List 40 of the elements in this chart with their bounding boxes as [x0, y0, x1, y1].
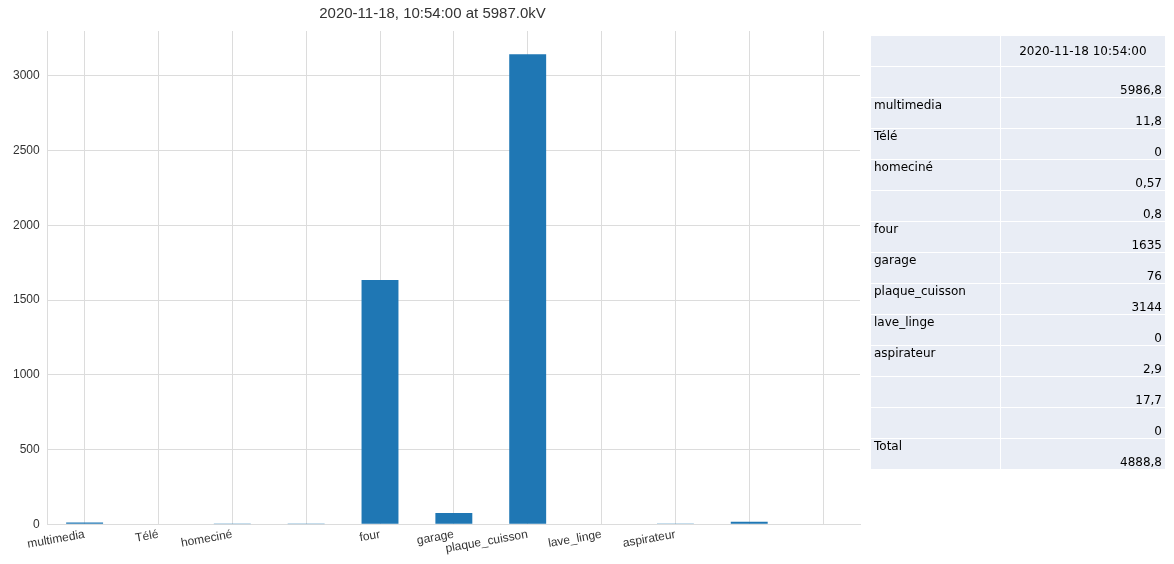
- bar: [730, 521, 768, 524]
- text: 4888,8: [1120, 455, 1162, 469]
- category-label: lave_linge: [870, 314, 1001, 346]
- chart-title: 2020-11-18, 10:54:00 at 5987.0kV: [319, 4, 546, 22]
- category-label: Télé: [870, 128, 1001, 160]
- text: 0,57: [1135, 176, 1162, 190]
- category-label: plaque_cuisson: [870, 283, 1001, 315]
- y-tick-label: 1500: [12, 292, 41, 307]
- y-tick-label: 500: [19, 441, 41, 456]
- category-label: multimedia: [870, 97, 1001, 129]
- text: 76: [1146, 269, 1162, 283]
- category-label: garage: [870, 252, 1001, 284]
- bar: [509, 54, 547, 524]
- text: 0: [1154, 424, 1162, 438]
- category-label: four: [870, 221, 1001, 253]
- x-tick-label: aspirateur: [621, 526, 677, 550]
- text: 0: [1154, 145, 1162, 159]
- bar: [435, 512, 473, 524]
- category-label: homeciné: [870, 159, 1001, 191]
- y-tick-label: 1000: [12, 367, 41, 382]
- bar: [361, 279, 399, 524]
- category-label: aspirateur: [870, 345, 1001, 377]
- text: 2020-11-18 10:54:00: [1000, 35, 1166, 67]
- y-tick-label: 0: [33, 516, 41, 531]
- text: 5986,8: [1120, 83, 1162, 97]
- text: 0: [1154, 331, 1162, 345]
- x-tick-label: lave_linge: [546, 526, 603, 551]
- text: 3144: [1131, 300, 1162, 314]
- category-label: Total: [870, 438, 1001, 470]
- y-tick-label: 2000: [12, 217, 41, 232]
- x-tick-label: Télé: [134, 526, 160, 545]
- x-tick-label: homeciné: [179, 526, 234, 550]
- y-tick-label: 2500: [12, 142, 41, 157]
- text: 2,9: [1142, 362, 1162, 376]
- text: 11,8: [1135, 114, 1162, 128]
- text: 17,7: [1135, 393, 1162, 407]
- text: 1635: [1131, 238, 1162, 252]
- text: 0,8: [1142, 207, 1162, 221]
- y-tick-label: 3000: [12, 68, 41, 83]
- x-tick-label: four: [358, 526, 382, 545]
